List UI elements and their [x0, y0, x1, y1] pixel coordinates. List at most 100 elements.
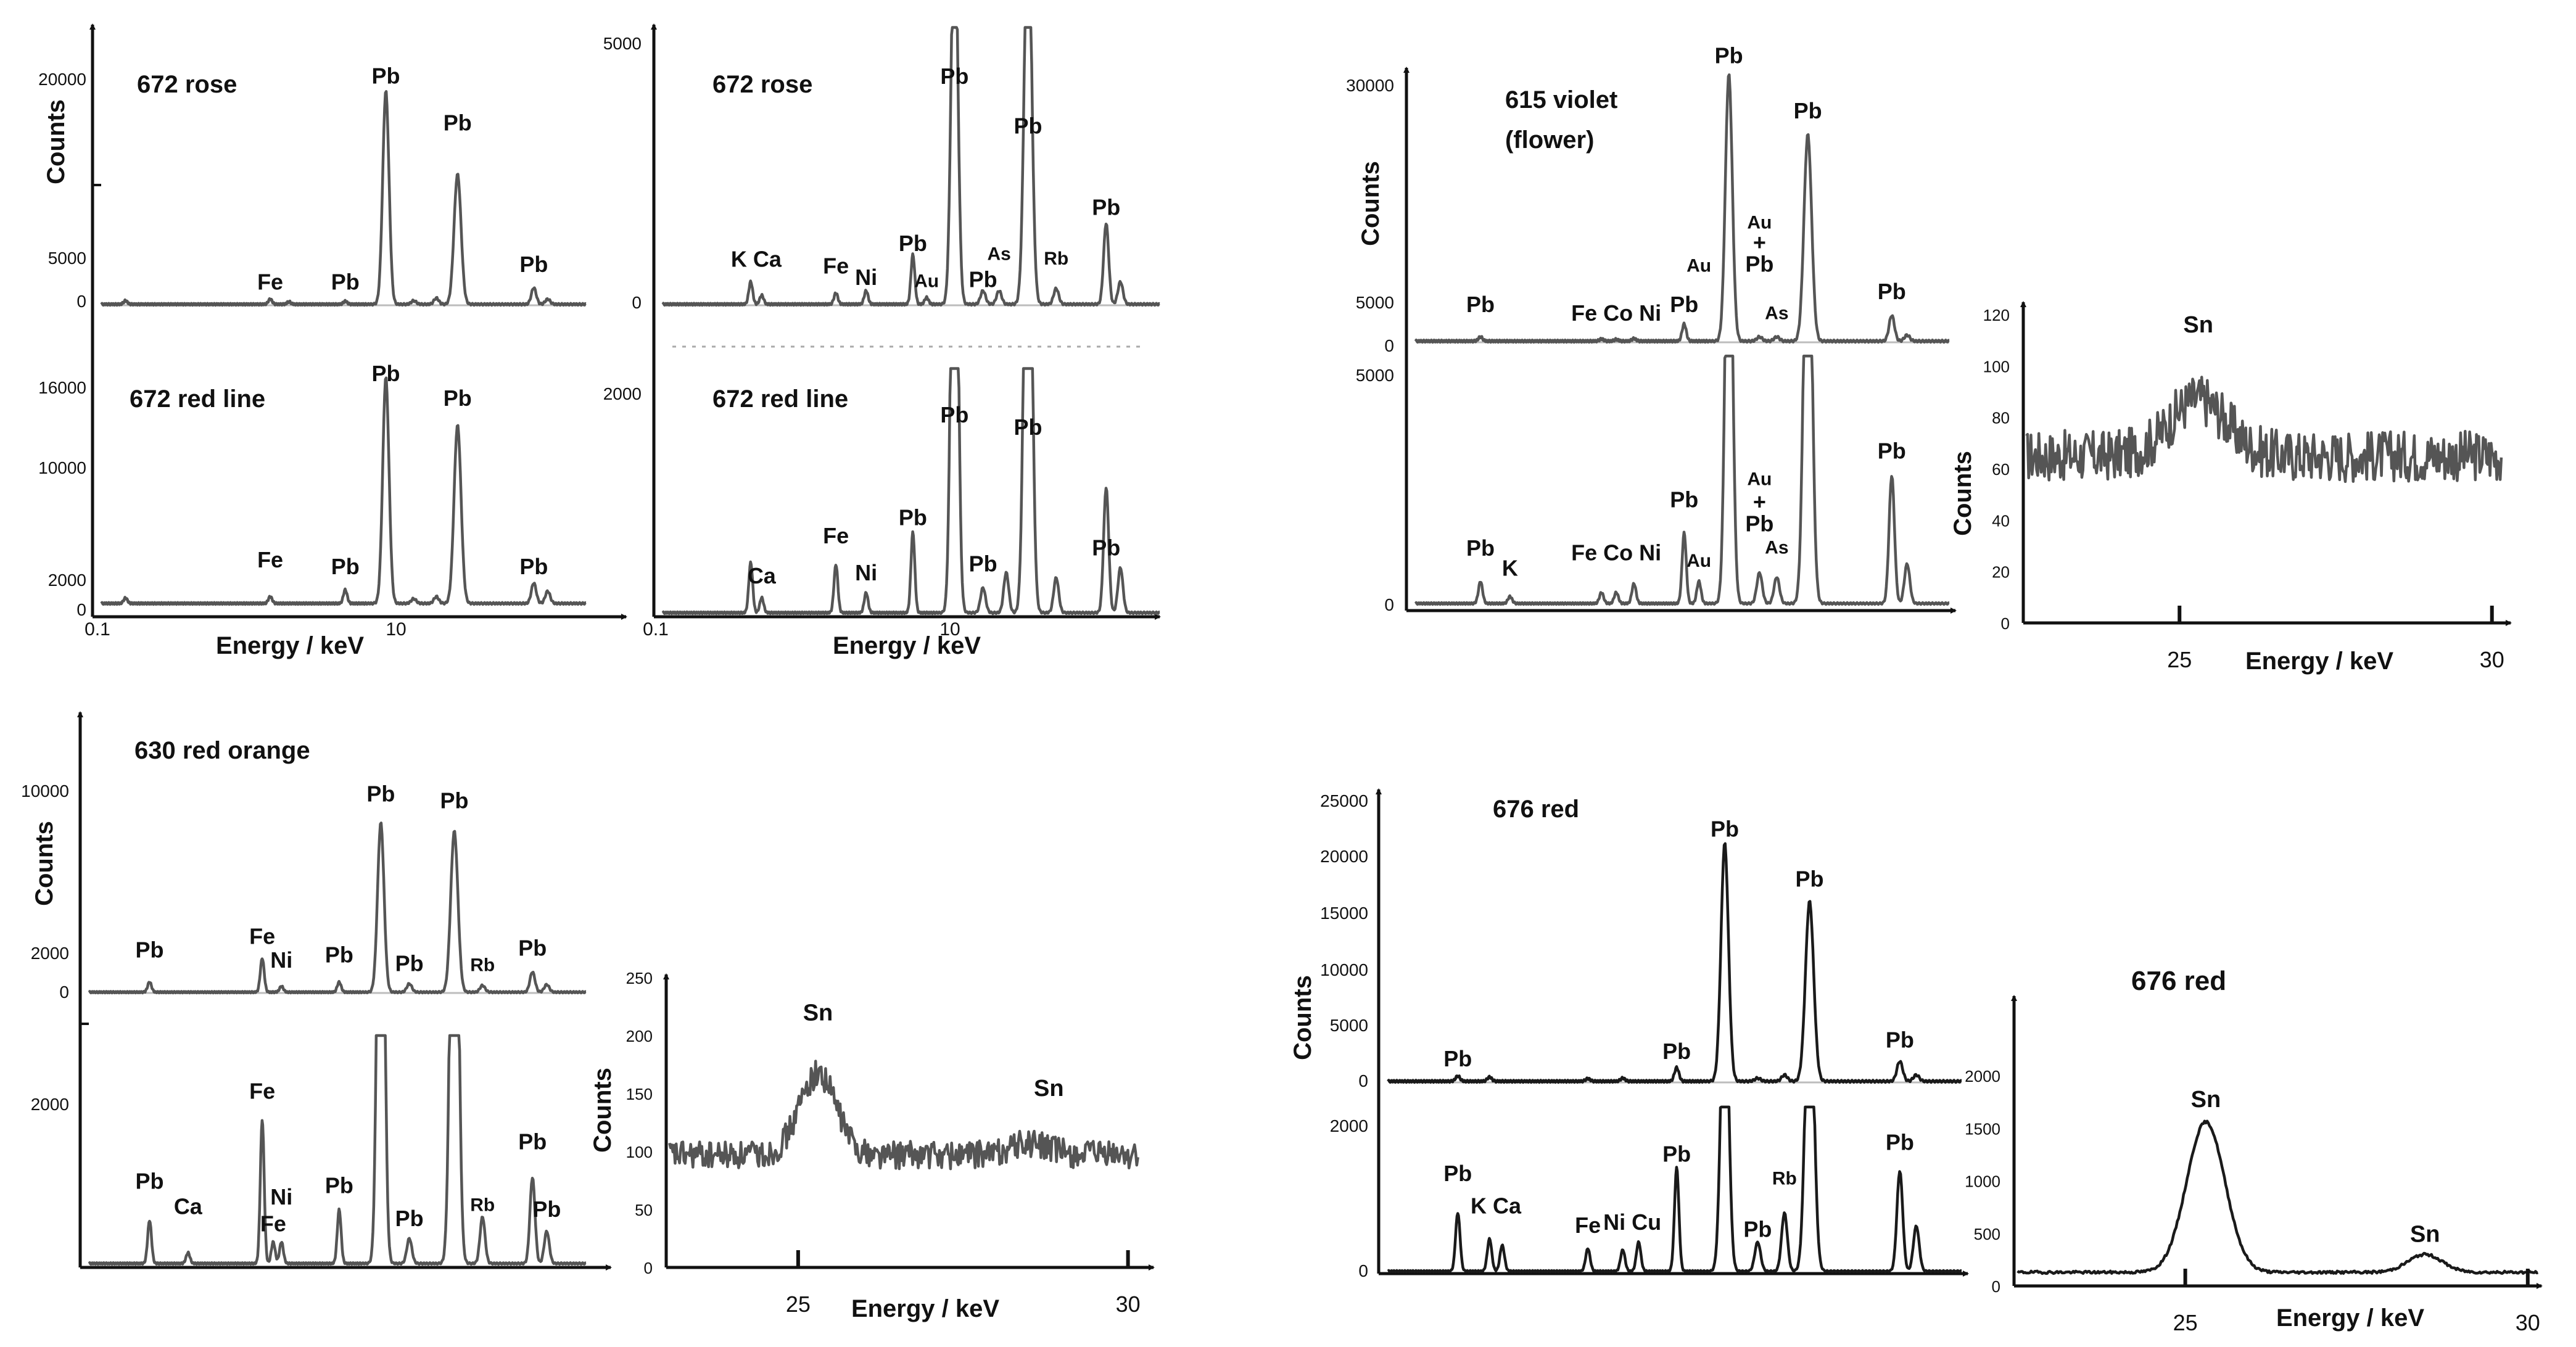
peak-label: Pb [899, 505, 927, 530]
x-axis-label: Energy / keV [2276, 1304, 2424, 1332]
y-tick-label: 60 [1992, 460, 2010, 479]
x-tick-label: 30 [2516, 1310, 2540, 1335]
y-tick-label: 150 [626, 1085, 653, 1103]
peak-label: Fe [260, 1211, 286, 1236]
peak-label: Fe [823, 253, 849, 279]
y-tick-label: 0 [632, 293, 642, 312]
peak-label: Pb [135, 1169, 163, 1194]
peak-label: Pb [1796, 866, 1824, 891]
peak-label: Pb [395, 950, 424, 976]
y-axis-label: Counts [589, 1068, 616, 1153]
y-tick-label: 0 [76, 292, 86, 311]
y-tick-label: 5000 [1356, 366, 1394, 385]
y-tick-label: 5000 [48, 249, 86, 268]
y-tick-label: 0 [1384, 336, 1394, 355]
peak-label: Au [1686, 551, 1711, 571]
peak-label: Au [1747, 213, 1772, 233]
peak-label: Fe Co Ni [1571, 300, 1661, 326]
y-axis-label: Counts [43, 99, 70, 184]
peak-label: Pb [940, 402, 968, 427]
peak-label: Pb [969, 267, 997, 292]
peak-label: Pb [899, 231, 927, 256]
peak-label: Rb [470, 955, 495, 975]
peak-label: Pb [331, 270, 360, 295]
peak-label: Rb [470, 1195, 495, 1216]
x-axis-label: Energy / keV [216, 632, 364, 659]
peak-label: Pb [1013, 113, 1042, 139]
peak-label: Pb [1013, 414, 1042, 440]
peak-label: Ca [174, 1193, 203, 1219]
peak-label: Rb [1772, 1168, 1797, 1188]
peak-label: Au [914, 271, 939, 292]
y-tick-label: 500 [1974, 1225, 2000, 1243]
peak-label: Pb [372, 361, 400, 386]
peak-label: Sn [1034, 1076, 1064, 1102]
y-tick-label: 5000 [1330, 1016, 1368, 1035]
peak-label: Pb [135, 937, 163, 962]
panel-subtitle: (flower) [1505, 126, 1594, 154]
y-tick-label: 80 [1992, 409, 2010, 427]
spectrum-trace-p672c [661, 26, 1160, 307]
peak-label: Pb [1466, 292, 1495, 317]
peak-label: Pb [395, 1206, 424, 1231]
peak-label: Pb [1662, 1039, 1691, 1064]
peak-label: Ni Cu [1603, 1209, 1661, 1235]
y-tick-label: 15000 [1320, 904, 1368, 923]
y-tick-label: 30000 [1346, 76, 1394, 95]
peak-label: Pb [519, 252, 548, 277]
y-tick-label: 0 [59, 982, 69, 1002]
y-tick-label: 20000 [38, 70, 86, 89]
peak-label: Pb [1092, 535, 1120, 560]
y-tick-label: 40 [1992, 511, 2010, 530]
spectrum-trace-p672b [100, 376, 587, 606]
peak-label: Pb [366, 781, 395, 806]
peak-label: Ni [270, 947, 292, 973]
peak-label: + [1753, 230, 1766, 255]
y-tick-label: 1000 [1965, 1172, 2000, 1191]
peak-label: Pb [440, 788, 468, 813]
y-tick-label: 10000 [38, 458, 86, 477]
peak-label: Pb [1794, 98, 1822, 123]
spectrum-trace-p672d [661, 367, 1160, 616]
peak-label: Pb [1745, 511, 1773, 537]
peak-label: Pb [1670, 292, 1698, 317]
peak-label: Pb [1443, 1161, 1472, 1186]
y-tick-label: 0 [644, 1259, 653, 1277]
y-tick-label: 1500 [1965, 1119, 2000, 1138]
peak-label: Sn [2191, 1087, 2221, 1113]
peak-label: Pb [444, 110, 472, 136]
peak-label: K Ca [1471, 1193, 1522, 1219]
x-axis-label: Energy / keV [851, 1295, 999, 1322]
y-tick-label: 5000 [1356, 293, 1394, 312]
y-tick-label: 0 [1992, 1277, 2000, 1296]
peak-label: K [1502, 555, 1518, 580]
y-tick-label: 10000 [21, 781, 69, 801]
y-tick-label: 0 [76, 600, 86, 619]
peak-label: Pb [372, 64, 400, 89]
x-tick-label: 25 [2167, 647, 2192, 672]
peak-label: Fe [249, 923, 275, 949]
peak-label: Pb [518, 936, 547, 961]
peak-label: K Ca [731, 247, 782, 272]
y-axis-label: Counts [1949, 451, 1976, 536]
y-tick-label: 0 [1358, 1261, 1368, 1280]
peak-label: Pb [532, 1197, 561, 1222]
x-tick-label: 25 [2173, 1310, 2198, 1335]
peak-label: Sn [2410, 1221, 2440, 1247]
peak-label: Pb [1443, 1046, 1472, 1071]
peak-label: Ni [855, 265, 877, 290]
peak-label: Pb [1886, 1130, 1914, 1155]
peak-label: Pb [1670, 487, 1698, 512]
peak-label: Rb [1044, 249, 1068, 269]
x-tick-label: 30 [2480, 647, 2504, 672]
y-tick-label: 2000 [31, 944, 69, 963]
peak-label: Pb [1745, 251, 1773, 276]
y-tick-label: 2000 [48, 571, 86, 590]
peak-label: Fe [249, 1079, 275, 1104]
peak-label: Fe [823, 523, 849, 548]
y-tick-label: 25000 [1320, 791, 1368, 810]
spectrum-trace-p676 [1387, 842, 1962, 1084]
peak-label: Pb [1878, 279, 1906, 304]
spectrum-trace-p630b [88, 1034, 587, 1266]
